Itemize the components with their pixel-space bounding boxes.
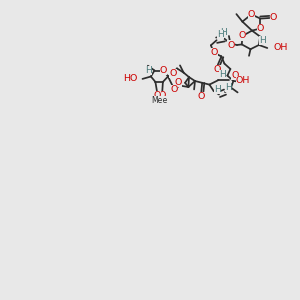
Text: O: O <box>270 14 277 22</box>
Text: H: H <box>217 30 224 39</box>
Text: H: H <box>220 28 226 37</box>
Text: O: O <box>198 92 205 101</box>
Text: Me: Me <box>151 96 163 105</box>
Text: O: O <box>171 85 178 94</box>
Text: O: O <box>159 91 166 100</box>
Text: O: O <box>169 69 176 78</box>
Text: O: O <box>248 10 255 19</box>
Text: H: H <box>219 70 225 79</box>
Text: O: O <box>227 40 235 50</box>
Text: OH: OH <box>274 43 288 52</box>
Text: O: O <box>239 32 246 40</box>
Text: OH: OH <box>236 76 250 85</box>
Text: H: H <box>259 36 266 45</box>
Text: O: O <box>231 71 238 80</box>
Text: O: O <box>175 78 182 87</box>
Text: O: O <box>257 24 264 33</box>
Text: H: H <box>214 85 221 94</box>
Text: HO: HO <box>123 74 137 83</box>
Text: O: O <box>160 66 167 75</box>
Text: Me: Me <box>157 96 168 105</box>
Text: O: O <box>153 91 161 100</box>
Text: H: H <box>225 83 231 92</box>
Text: O: O <box>213 65 220 74</box>
Text: H: H <box>145 66 152 75</box>
Text: O: O <box>210 48 218 57</box>
